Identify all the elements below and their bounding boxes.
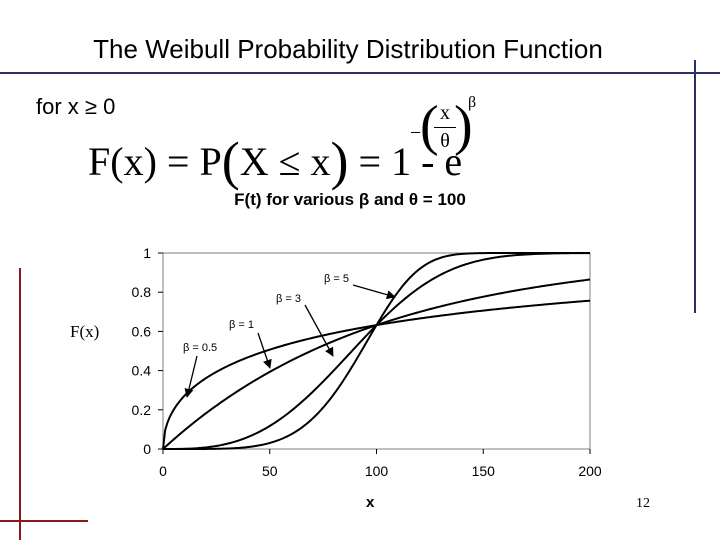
corner-vertical-line — [19, 268, 21, 540]
formula-lhs: F(x) = P — [88, 139, 222, 184]
y-tick-label: 0.2 — [132, 402, 152, 418]
y-tick-label: 1 — [143, 245, 151, 261]
page-number: 12 — [636, 496, 650, 511]
curve-label-arrow-0 — [184, 355, 198, 398]
y-axis-label: F(x) — [70, 322, 100, 341]
y-tick-label: 0.4 — [132, 363, 152, 379]
formula-paren-close: ) — [330, 131, 349, 191]
exponent-denominator: θ — [440, 130, 450, 152]
y-tick-label: 0 — [143, 441, 151, 457]
fraction-bar — [434, 127, 456, 128]
curve-label-beta-0: β = 0.5 — [183, 342, 217, 354]
exponent-power: β — [468, 94, 477, 111]
formula-paren-open: ( — [221, 131, 240, 191]
domain-condition: for x ≥ 0 — [36, 94, 116, 119]
curve-label-arrow-1 — [257, 332, 272, 369]
exponent-fraction: x θ — [434, 102, 456, 153]
curve-label-arrow-3 — [352, 284, 396, 300]
plot-frame — [162, 252, 591, 450]
x-tick-label: 50 — [262, 463, 278, 479]
x-tick-label: 200 — [578, 463, 602, 479]
corner-horizontal-line — [0, 520, 88, 522]
chart-title: F(t) for various β and θ = 100 — [234, 190, 466, 209]
curve-label-arrow-2 — [304, 304, 334, 357]
exponent-minus: − — [410, 122, 422, 144]
y-tick-label: 0.6 — [132, 323, 152, 339]
curve-label-beta-2: β = 3 — [276, 293, 301, 305]
exponent-numerator: x — [440, 102, 450, 124]
formula-rhs: = 1 - e — [348, 139, 463, 184]
x-tick-label: 150 — [472, 463, 496, 479]
curve-beta-0 — [162, 299, 591, 450]
curve-label-beta-3: β = 5 — [324, 273, 349, 285]
exponent-paren-open: ( — [420, 95, 439, 157]
slide-title: The Weibull Probability Distribution Fun… — [93, 34, 603, 64]
curve-beta-2 — [163, 252, 590, 450]
curve-label-beta-1: β = 1 — [229, 319, 254, 331]
x-tick-label: 100 — [365, 463, 389, 479]
curve-beta-3 — [163, 252, 590, 450]
title-underline — [0, 72, 720, 74]
x-axis-label: x — [366, 494, 375, 511]
cdf-formula: F(x) = P(X ≤ x) = 1 - e — [88, 130, 462, 192]
y-tick-label: 0.8 — [132, 284, 152, 300]
exponent-paren-close: ) — [454, 95, 473, 157]
curve-beta-1 — [162, 278, 591, 450]
right-accent-line — [694, 60, 696, 313]
x-tick-label: 0 — [159, 463, 167, 479]
formula-inner: X ≤ x — [239, 139, 331, 184]
